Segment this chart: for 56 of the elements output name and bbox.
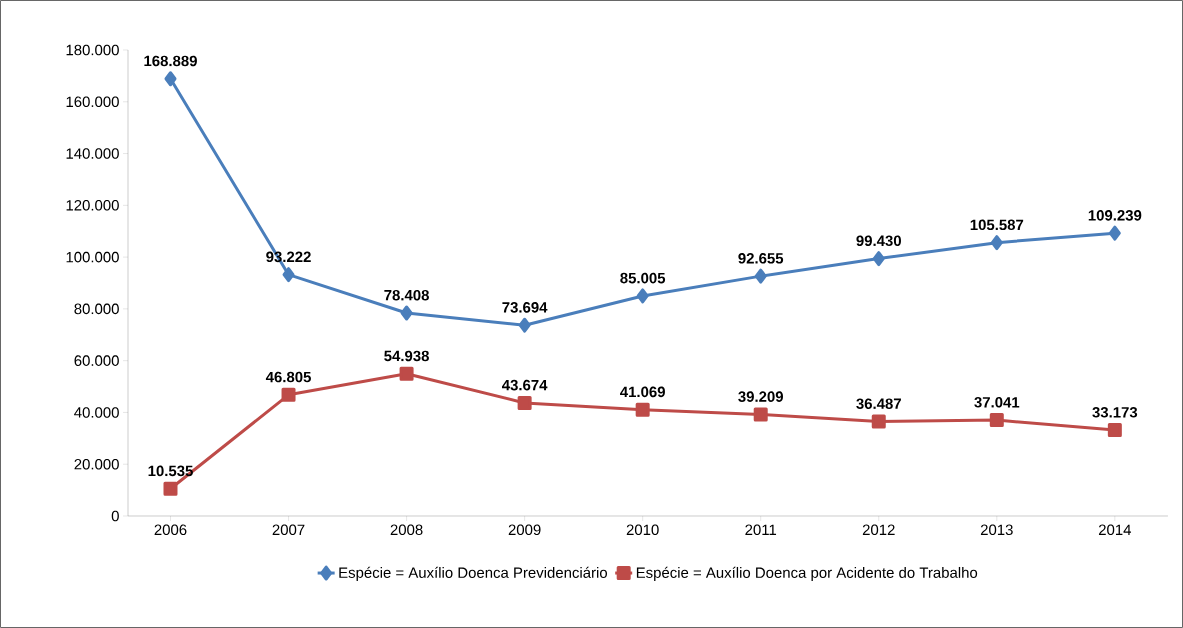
data-label: 36.487 [856,398,901,410]
y-tick-label: 80.000 [74,303,119,315]
data-label: 41.069 [620,386,665,398]
point [871,414,886,429]
point [518,317,531,333]
legend-label: Espécie = Auxílio Doenca Previdenciário [339,566,608,581]
point [399,366,414,381]
point [753,407,768,422]
data-label: 43.674 [501,379,548,391]
y-tick-label: 20.000 [74,458,119,470]
y-tick-label: 100.000 [66,251,119,263]
data-label: 99.430 [856,235,901,247]
x-tick-label: 2014 [1098,524,1132,536]
point [989,413,1004,428]
point [163,481,178,496]
data-label: 73.694 [502,302,548,313]
data-label: 46.805 [265,371,311,383]
x-tick-label: 2012 [862,524,895,536]
x-tick-label: 2010 [626,524,659,536]
point [164,71,177,87]
point [281,387,296,402]
data-label: 168.889 [144,55,197,67]
point [990,235,1003,251]
data-label: 10.535 [148,465,193,477]
data-label: 105.587 [970,219,1024,231]
x-tick-label: 2007 [272,524,305,536]
point [635,402,650,417]
x-tick-label: 2008 [390,524,423,536]
data-label: 33.173 [1092,406,1138,418]
data-label: 78.408 [384,289,429,301]
data-label: 37.041 [974,396,1020,408]
point [400,305,413,321]
x-tick-label: 2013 [980,524,1013,536]
point [1108,225,1121,241]
point [872,251,885,267]
y-tick-label: 0 [111,510,119,522]
data-label: 39.209 [738,391,783,402]
y-tick-label: 40.000 [74,407,119,418]
data-label: 85.005 [620,272,666,284]
point [1107,423,1122,438]
point [636,288,649,304]
point [754,268,767,284]
data-label: 92.655 [738,253,784,264]
data-label: 54.938 [384,350,429,362]
x-tick-label: 2009 [508,524,541,536]
data-label: 109.239 [1088,210,1142,221]
y-tick-label: 120.000 [66,200,119,211]
y-tick-label: 60.000 [74,355,119,366]
legend-label: Espécie = Auxílio Doenca por Acidente do Trabalho [636,566,978,581]
point [517,395,532,410]
x-tick-label: 2011 [745,524,777,536]
y-tick-label: 140.000 [66,148,119,159]
x-tick-label: 2006 [154,524,187,536]
y-tick-label: 160.000 [66,96,119,108]
y-tick-label: 180.000 [66,44,119,56]
point [282,267,295,283]
